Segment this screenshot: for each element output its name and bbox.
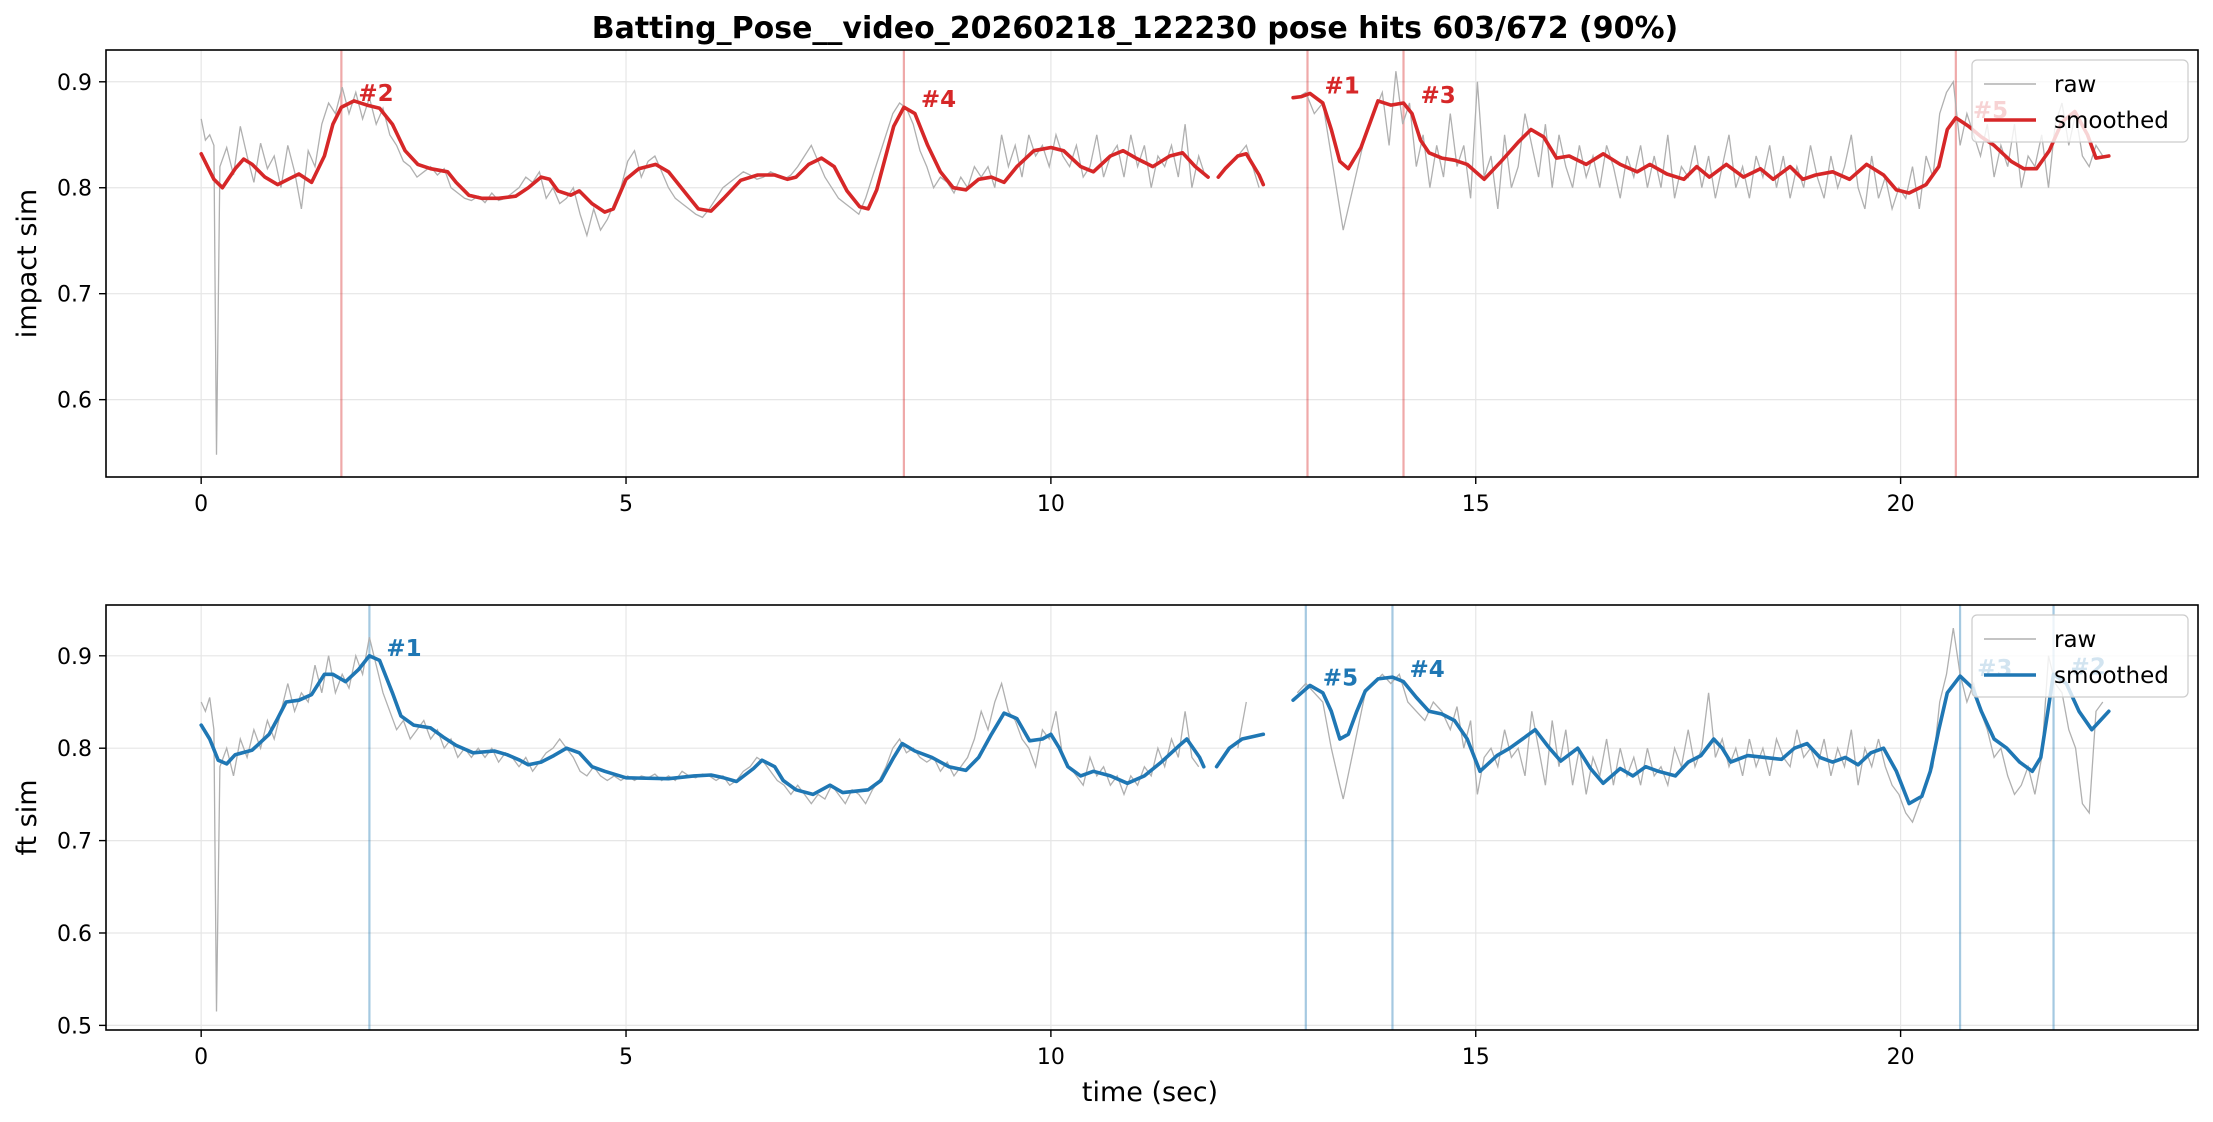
x-axis-label: time (sec) bbox=[1082, 1077, 1218, 1108]
ft-smoothed-series-line bbox=[199, 653, 1206, 797]
ft-y-tick-label: 0.6 bbox=[57, 922, 92, 947]
impact-peak-label: #3 bbox=[1421, 83, 1456, 109]
impact-y-tick-label: 0.9 bbox=[57, 71, 92, 96]
ft-y-tick-label: 0.5 bbox=[57, 1014, 92, 1039]
impact-raw-series-line bbox=[200, 86, 1207, 455]
impact-axes-frame bbox=[105, 49, 2199, 478]
ft-smoothed-series-line bbox=[1291, 672, 2111, 806]
chart-title: Batting_Pose__video_20260218_122230 pose… bbox=[592, 11, 1679, 46]
impact-x-tick-label: 5 bbox=[619, 492, 633, 517]
impact-smoothed-series-line bbox=[1216, 152, 1266, 187]
ft-peak-label: #4 bbox=[1409, 657, 1444, 683]
impact-peak-label: #1 bbox=[1324, 73, 1359, 99]
impact-smoothed-series-line bbox=[199, 99, 1210, 214]
ft-x-tick-label: 15 bbox=[1462, 1045, 1490, 1070]
ft-peak-label: #5 bbox=[1323, 665, 1358, 691]
impact-y-axis-label: impact sim bbox=[12, 189, 43, 338]
impact-peak-label: #4 bbox=[921, 87, 956, 113]
ft-smoothed-series-line bbox=[1214, 732, 1266, 769]
impact-x-tick-label: 10 bbox=[1037, 492, 1065, 517]
ft-x-tick-label: 0 bbox=[194, 1045, 208, 1070]
impact-x-tick-label: 20 bbox=[1887, 492, 1915, 517]
impact-y-tick-label: 0.8 bbox=[57, 177, 92, 202]
impact-y-tick-label: 0.6 bbox=[57, 389, 92, 414]
impact-x-tick-label: 15 bbox=[1462, 492, 1490, 517]
ft-x-tick-label: 20 bbox=[1887, 1045, 1915, 1070]
ft-legend-raw-label: raw bbox=[2054, 627, 2096, 653]
impact-raw-series-line bbox=[1237, 144, 1260, 188]
ft-legend-smoothed-label: smoothed bbox=[2054, 663, 2169, 689]
ft-x-tick-label: 5 bbox=[619, 1045, 633, 1070]
ft-axes-frame bbox=[105, 604, 2199, 1031]
ft-y-tick-label: 0.7 bbox=[57, 830, 92, 855]
ft-peak-label: #1 bbox=[386, 636, 421, 662]
impact-x-tick-label: 0 bbox=[194, 492, 208, 517]
ft-x-tick-label: 10 bbox=[1037, 1045, 1065, 1070]
ft-y-tick-label: 0.9 bbox=[57, 645, 92, 670]
impact-legend-raw-label: raw bbox=[2054, 72, 2096, 98]
impact-legend-smoothed-label: smoothed bbox=[2054, 108, 2169, 134]
impact-y-tick-label: 0.7 bbox=[57, 283, 92, 308]
ft-y-tick-label: 0.8 bbox=[57, 737, 92, 762]
impact-peak-label: #2 bbox=[358, 81, 393, 107]
ft-y-axis-label: ft sim bbox=[12, 779, 43, 855]
